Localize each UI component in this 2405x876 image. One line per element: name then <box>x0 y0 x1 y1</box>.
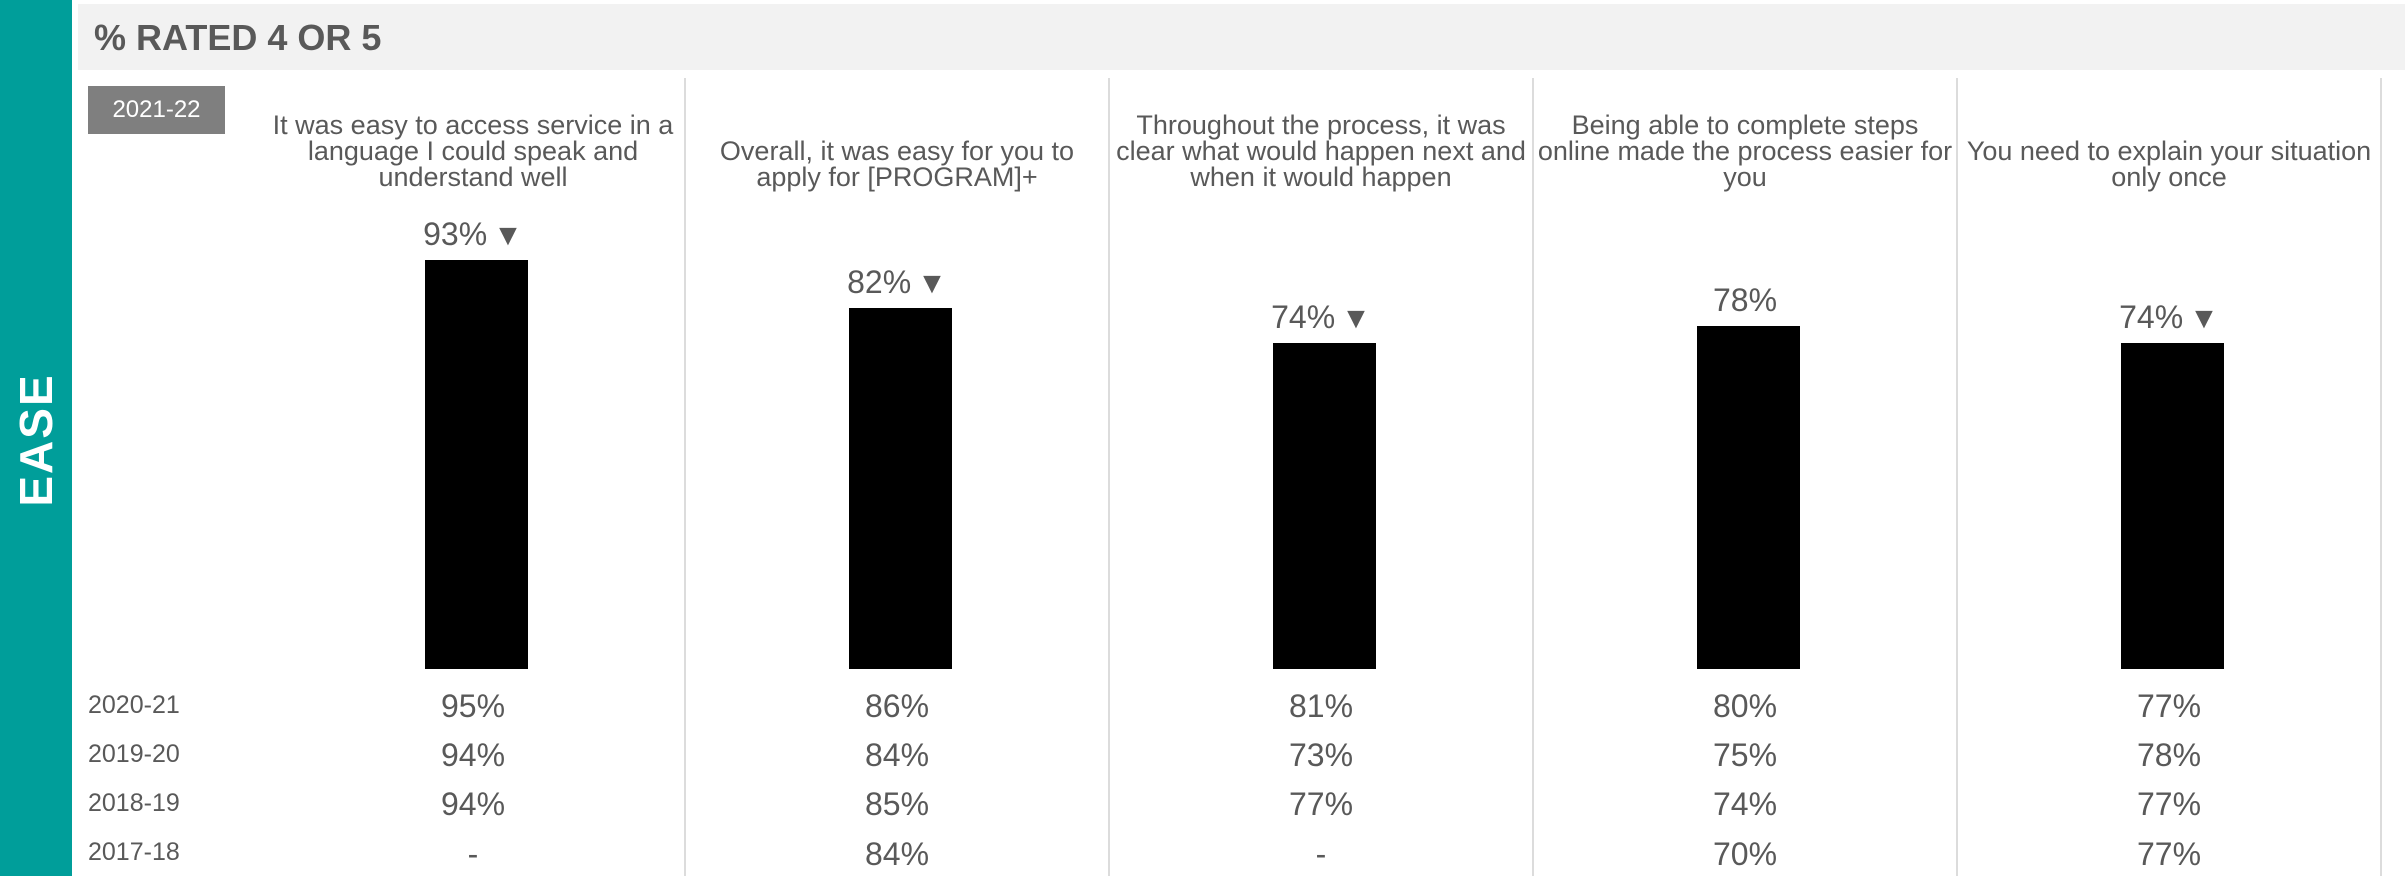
bar-value-label: 74% ▼ <box>1957 299 2381 336</box>
history-value: 94% <box>440 786 506 822</box>
bar-value-text: 74% <box>1271 299 1336 336</box>
section-sidebar: EASE <box>0 0 72 876</box>
history-value: 77% <box>1288 786 1354 822</box>
chart-column: Throughout the process, it was clear wha… <box>1109 0 1533 876</box>
history-value: 78% <box>2136 737 2202 773</box>
chart-header: % RATED 4 OR 5 <box>78 4 2405 70</box>
bar-value-text: 78% <box>1712 281 1778 318</box>
history-value: - <box>1315 836 1327 872</box>
history-value: 70% <box>1712 836 1778 872</box>
chart-column: Being able to complete steps online made… <box>1533 0 1957 876</box>
column-divider <box>684 78 686 876</box>
category-label: You need to explain your situation only … <box>1966 136 2372 192</box>
bar-value-text: 74% <box>2119 299 2184 336</box>
history-value: - <box>467 836 479 872</box>
bar <box>849 308 952 669</box>
down-triangle-icon: ▼ <box>2189 302 2219 336</box>
bar-value-label: 93% ▼ <box>261 216 685 253</box>
bar <box>2121 343 2224 669</box>
history-year-label: 2017-18 <box>88 838 180 866</box>
column-divider <box>1956 78 1958 876</box>
history-value: 77% <box>2136 688 2202 724</box>
chart-column: It was easy to access service in a langu… <box>261 0 685 876</box>
history-value: 94% <box>440 737 506 773</box>
down-triangle-icon: ▼ <box>1341 302 1371 336</box>
down-triangle-icon: ▼ <box>917 267 947 301</box>
column-divider <box>2380 78 2382 876</box>
history-year-label: 2020-21 <box>88 691 180 719</box>
bar-value-text: 93% <box>423 215 488 252</box>
chart-column: You need to explain your situation only … <box>1957 0 2381 876</box>
history-value: 75% <box>1712 737 1778 773</box>
column-divider <box>1108 78 1110 876</box>
column-divider <box>1532 78 1534 876</box>
history-value: 77% <box>2136 786 2202 822</box>
history-value: 95% <box>440 688 506 724</box>
bar-value-text: 82% <box>847 264 912 301</box>
category-label: Throughout the process, it was clear wha… <box>1116 110 1526 192</box>
history-value: 73% <box>1288 737 1354 773</box>
history-value: 85% <box>864 786 930 822</box>
history-value: 77% <box>2136 836 2202 872</box>
section-label: EASE <box>10 373 62 507</box>
bar-value-label: 82% ▼ <box>685 264 1109 301</box>
history-year-label: 2018-19 <box>88 789 180 817</box>
history-value: 84% <box>864 836 930 872</box>
history-value: 80% <box>1712 688 1778 724</box>
category-label: Overall, it was easy for you to apply fo… <box>719 136 1075 192</box>
category-label: Being able to complete steps online made… <box>1537 110 1953 192</box>
history-value: 84% <box>864 737 930 773</box>
category-label: It was easy to access service in a langu… <box>272 110 674 192</box>
chart-title: % RATED 4 OR 5 <box>94 17 382 58</box>
down-triangle-icon: ▼ <box>493 218 523 252</box>
bar-value-label: 74% ▼ <box>1109 299 1533 336</box>
history-value: 74% <box>1712 786 1778 822</box>
bar <box>1273 343 1376 669</box>
bar-value-label: 78% <box>1533 282 1957 319</box>
history-value: 86% <box>864 688 930 724</box>
bar <box>1697 325 1800 669</box>
chart-column: Overall, it was easy for you to apply fo… <box>685 0 1109 876</box>
history-year-label: 2019-20 <box>88 740 180 768</box>
bar <box>425 259 528 669</box>
current-year-badge: 2021-22 <box>88 86 225 134</box>
history-value: 81% <box>1288 688 1354 724</box>
